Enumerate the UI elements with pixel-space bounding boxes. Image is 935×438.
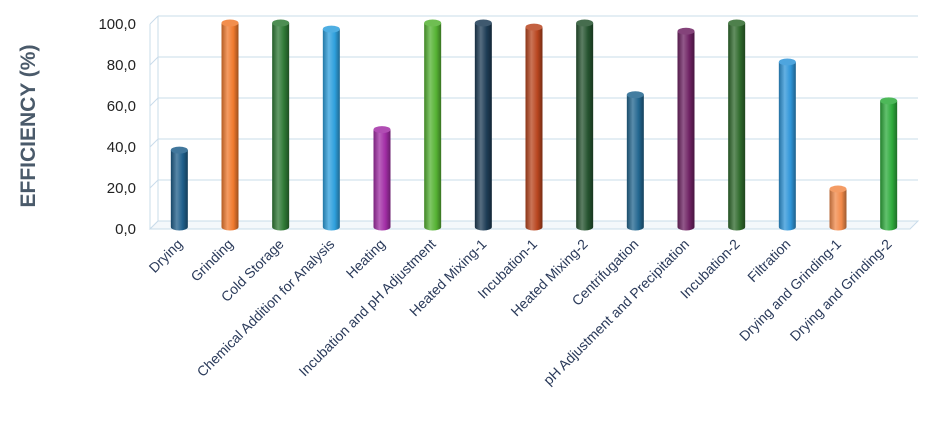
bar-body — [272, 23, 290, 231]
bar-body — [373, 129, 391, 231]
gridline-depth — [149, 56, 159, 66]
bar — [474, 19, 492, 231]
bar — [424, 19, 442, 231]
y-tick-labels: 0,0 20,0 40,0 60,0 80,0 100,0 — [98, 16, 136, 238]
bar-body — [778, 61, 796, 231]
x-tick-label: Drying — [146, 236, 186, 276]
bars — [170, 19, 898, 231]
bar-body — [677, 31, 695, 231]
bar-body — [525, 27, 543, 231]
bar — [829, 185, 847, 231]
bar-cap — [221, 19, 239, 27]
bar-body — [880, 100, 898, 231]
bar — [170, 146, 188, 231]
x-tick-label: Filtration — [744, 236, 793, 285]
bar-cap — [728, 19, 746, 27]
bar — [576, 19, 594, 231]
bar-cap — [474, 19, 492, 27]
x-tick-label: Drying and Grinding-2 — [787, 236, 895, 344]
bar-body — [322, 29, 340, 231]
bar-cap — [525, 23, 543, 31]
bar — [373, 126, 391, 231]
bar-cap — [829, 185, 847, 193]
bar-body — [576, 23, 594, 231]
bar — [221, 19, 239, 231]
bar-cap — [170, 146, 188, 154]
bar-cap — [576, 19, 594, 27]
y-tick-label: 40,0 — [107, 139, 136, 156]
bar — [728, 19, 746, 231]
bar-body — [626, 94, 644, 231]
bar-body — [424, 23, 442, 231]
bar-cap — [373, 126, 391, 134]
x-tick-label: Drying and Grinding-1 — [736, 236, 844, 344]
bar-body — [170, 150, 188, 231]
x-tick-label: Heating — [343, 236, 388, 281]
gridline-depth — [149, 138, 159, 148]
y-tick-label: 0,0 — [115, 221, 136, 238]
x-tick-label: Grinding — [187, 236, 236, 285]
bar-cap — [424, 19, 442, 27]
y-tick-label: 80,0 — [107, 57, 136, 74]
bar — [880, 97, 898, 231]
bar — [322, 25, 340, 231]
gridline-depth — [149, 15, 159, 25]
bar-body — [474, 23, 492, 231]
bar-cap — [322, 25, 340, 33]
bar-cap — [880, 97, 898, 105]
bar-cap — [626, 91, 644, 99]
bar — [778, 58, 796, 231]
bar-body — [728, 23, 746, 231]
bar — [677, 27, 695, 231]
bar-body — [829, 189, 847, 231]
bar-cap — [272, 19, 290, 27]
bar-body — [221, 23, 239, 231]
bar — [272, 19, 290, 231]
bar-cap — [778, 58, 796, 66]
gridline-depth — [149, 97, 159, 107]
y-tick-label: 60,0 — [107, 98, 136, 115]
bar — [525, 23, 543, 231]
bar — [626, 91, 644, 231]
y-axis-label: EFFICIENCY (%) — [17, 45, 40, 208]
y-tick-label: 20,0 — [107, 180, 136, 197]
y-tick-label: 100,0 — [98, 16, 136, 33]
gridline-depth — [149, 179, 159, 189]
bar-cap — [677, 27, 695, 35]
